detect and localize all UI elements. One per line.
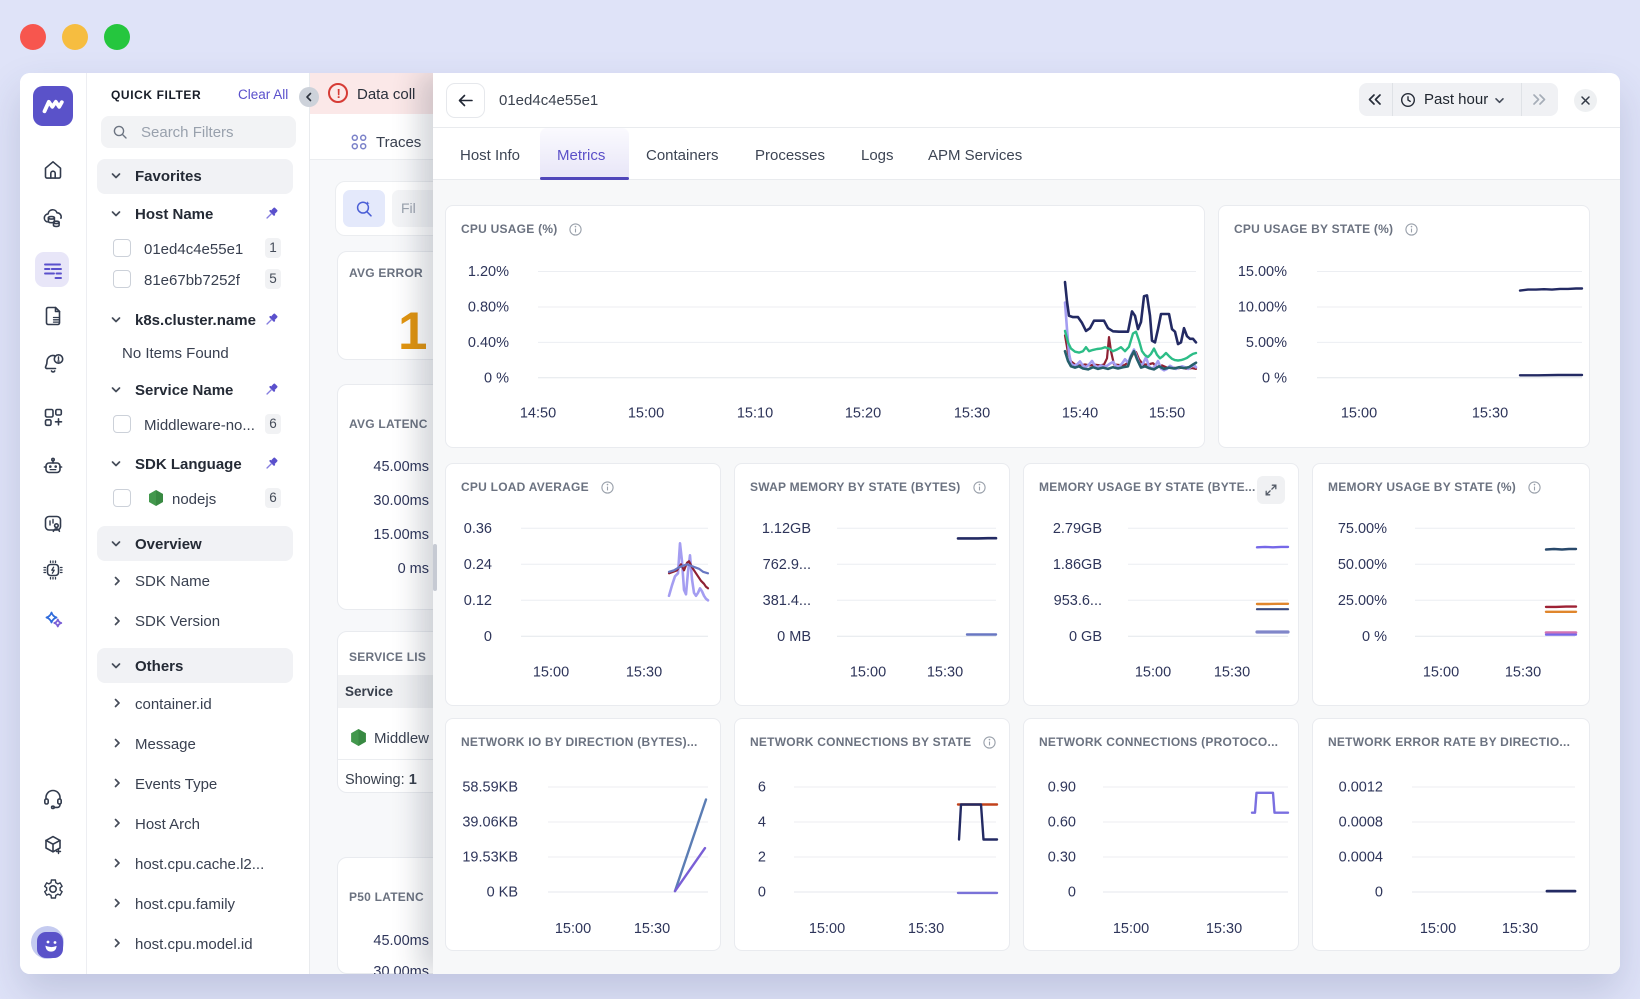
svg-text:0: 0 [1375, 885, 1383, 901]
svg-text:15:20: 15:20 [845, 406, 881, 422]
svg-text:0: 0 [1068, 885, 1076, 901]
svg-text:15:50: 15:50 [1149, 406, 1185, 422]
svg-text:15:30: 15:30 [908, 921, 944, 937]
svg-text:15:30: 15:30 [1206, 921, 1242, 937]
svg-text:15:00: 15:00 [1420, 921, 1456, 937]
svg-text:0.36: 0.36 [464, 521, 492, 537]
svg-text:10.00%: 10.00% [1238, 300, 1287, 316]
svg-text:15:10: 15:10 [737, 406, 773, 422]
svg-text:15.00%: 15.00% [1238, 264, 1287, 280]
svg-text:15:30: 15:30 [1472, 406, 1508, 422]
svg-text:0.30: 0.30 [1048, 850, 1076, 866]
svg-text:6: 6 [758, 780, 766, 796]
svg-text:15:30: 15:30 [626, 665, 662, 681]
svg-text:2: 2 [758, 850, 766, 866]
svg-text:0.12: 0.12 [464, 593, 492, 609]
svg-text:1.12GB: 1.12GB [762, 521, 811, 537]
svg-text:50.00%: 50.00% [1338, 557, 1387, 573]
svg-text:15:30: 15:30 [1505, 665, 1541, 681]
svg-text:381.4...: 381.4... [763, 593, 811, 609]
svg-text:0.40%: 0.40% [468, 335, 509, 351]
svg-text:2.79GB: 2.79GB [1053, 521, 1102, 537]
svg-text:0.24: 0.24 [464, 557, 492, 573]
svg-text:0 %: 0 % [484, 370, 509, 386]
svg-text:15:00: 15:00 [1135, 665, 1171, 681]
svg-text:953.6...: 953.6... [1054, 593, 1102, 609]
svg-text:39.06KB: 39.06KB [462, 815, 518, 831]
svg-text:75.00%: 75.00% [1338, 521, 1387, 537]
svg-text:15:30: 15:30 [1502, 921, 1538, 937]
svg-text:14:50: 14:50 [520, 406, 556, 422]
svg-text:15:30: 15:30 [954, 406, 990, 422]
svg-text:0.90: 0.90 [1048, 780, 1076, 796]
svg-text:15:30: 15:30 [634, 921, 670, 937]
svg-text:5.00%: 5.00% [1246, 335, 1287, 351]
svg-text:1.86GB: 1.86GB [1053, 557, 1102, 573]
svg-text:15:00: 15:00 [1423, 665, 1459, 681]
svg-text:19.53KB: 19.53KB [462, 850, 518, 866]
svg-text:0.60: 0.60 [1048, 815, 1076, 831]
svg-text:0.0008: 0.0008 [1339, 815, 1383, 831]
svg-text:25.00%: 25.00% [1338, 593, 1387, 609]
svg-text:0 GB: 0 GB [1069, 629, 1102, 645]
svg-text:15:00: 15:00 [555, 921, 591, 937]
svg-text:15:00: 15:00 [850, 665, 886, 681]
svg-text:15:30: 15:30 [1214, 665, 1250, 681]
svg-text:4: 4 [758, 815, 766, 831]
svg-text:15:00: 15:00 [628, 406, 664, 422]
svg-text:15:00: 15:00 [1113, 921, 1149, 937]
svg-text:0.0012: 0.0012 [1339, 780, 1383, 796]
svg-text:0 KB: 0 KB [487, 885, 518, 901]
svg-text:0.0004: 0.0004 [1339, 850, 1383, 866]
svg-text:0: 0 [484, 629, 492, 645]
svg-text:58.59KB: 58.59KB [462, 780, 518, 796]
svg-text:1.20%: 1.20% [468, 264, 509, 280]
svg-text:0: 0 [758, 885, 766, 901]
svg-text:15:00: 15:00 [1341, 406, 1377, 422]
svg-text:0 MB: 0 MB [777, 629, 811, 645]
svg-text:0 %: 0 % [1362, 629, 1387, 645]
svg-text:15:40: 15:40 [1062, 406, 1098, 422]
svg-text:762.9...: 762.9... [763, 557, 811, 573]
svg-text:15:30: 15:30 [927, 665, 963, 681]
svg-text:15:00: 15:00 [533, 665, 569, 681]
svg-text:0.80%: 0.80% [468, 300, 509, 316]
svg-text:15:00: 15:00 [809, 921, 845, 937]
svg-text:0 %: 0 % [1262, 370, 1287, 386]
